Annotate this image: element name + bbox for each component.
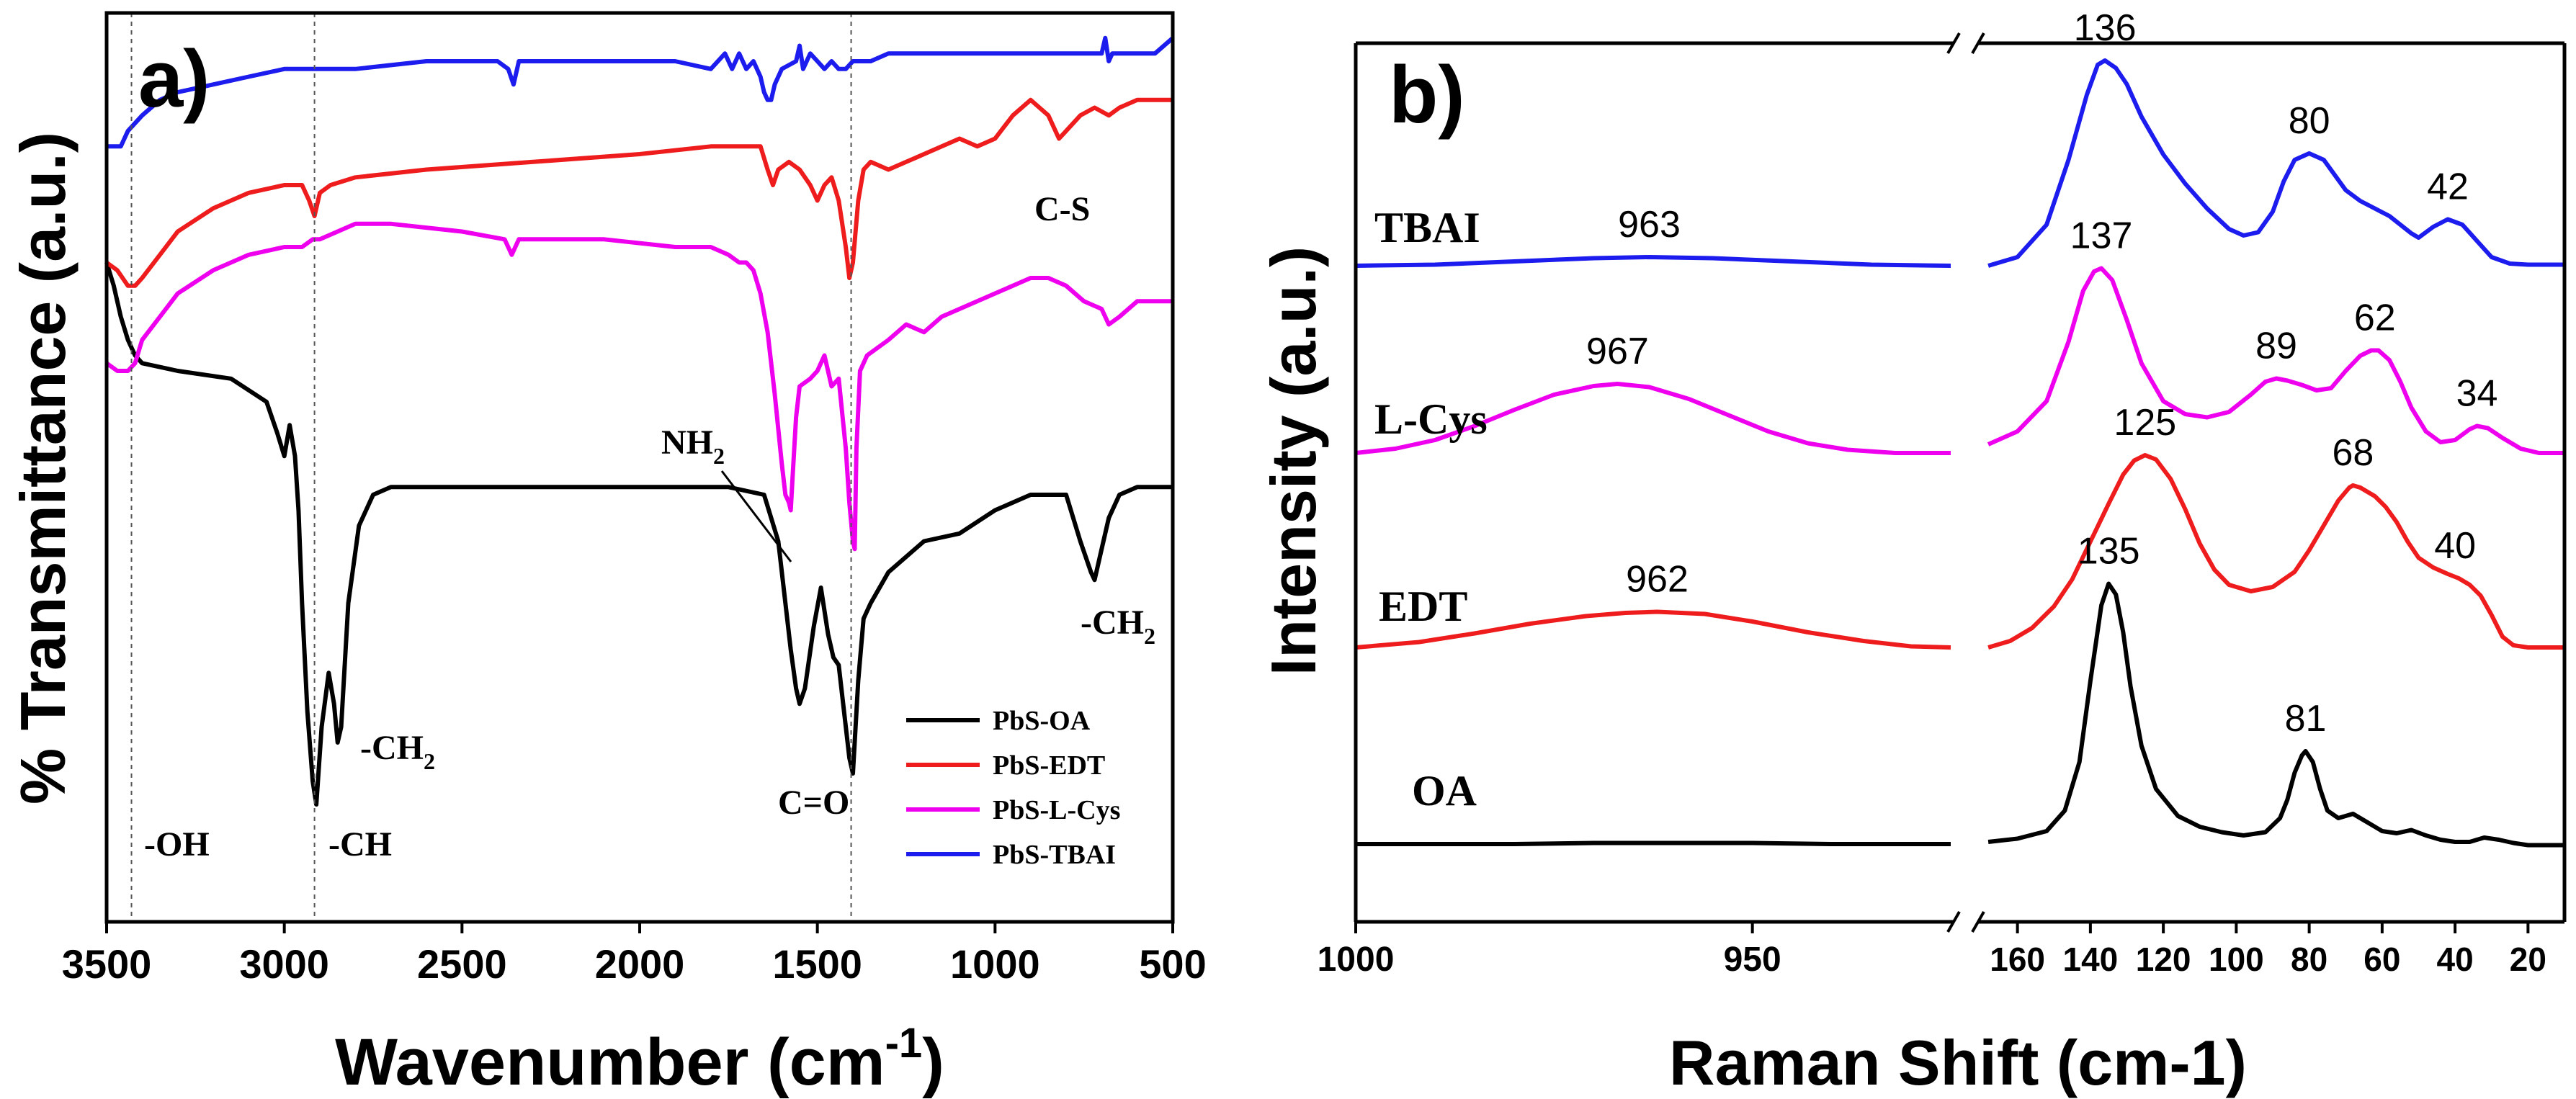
raman-line-tbai-right — [1987, 58, 2564, 268]
raman-line-oa-left — [1356, 840, 1951, 846]
raman-x-tick-label-140: 140 — [2063, 941, 2119, 978]
raman-x-tick-label-100: 100 — [2209, 941, 2264, 978]
annot-cs: C-S — [1034, 190, 1090, 228]
ftir-x-tick-label-2000: 2000 — [595, 941, 685, 987]
raman-axis-break-mark — [1946, 911, 1961, 933]
raman-peak-label-tbai-963: 963 — [1618, 204, 1681, 246]
raman-line-l-cys-left — [1355, 382, 1951, 455]
ftir-x-axis-label: Wavenumber (cm-1) — [335, 1020, 944, 1099]
raman-x-tick-label-950: 950 — [1724, 941, 1781, 979]
raman-series-label-lcys: L-Cys — [1374, 395, 1488, 443]
raman-peak-label-l-cys-967: 967 — [1586, 331, 1649, 372]
raman-x-tick-label-120: 120 — [2136, 941, 2191, 978]
legend-label-edt: PbS-EDT — [993, 750, 1105, 781]
raman-peak-label-edt-962: 962 — [1626, 559, 1689, 601]
raman-x-tick-label-80: 80 — [2291, 941, 2327, 978]
annot-oh: -OH — [144, 825, 210, 864]
raman-peak-label-l-cys-62: 62 — [2354, 297, 2396, 339]
ftir-x-tick-label-3000: 3000 — [239, 941, 329, 987]
raman-peak-label-oa-81: 81 — [2285, 698, 2327, 740]
ftir-line-pbs-oa — [104, 261, 1173, 807]
legend-label-tbai: PbS-TBAI — [993, 840, 1116, 870]
ftir-line-pbs-tbai — [107, 35, 1174, 149]
ftir-line-pbs-edt — [105, 97, 1173, 288]
raman-peak-label-tbai-80: 80 — [2289, 100, 2330, 142]
raman-peak-label-tbai-136: 136 — [2074, 7, 2137, 49]
ftir-plot-frame — [104, 11, 1175, 924]
raman-x-tick-label-1000: 1000 — [1318, 941, 1395, 979]
annot-co: C=O — [778, 784, 849, 822]
raman-peak-label-l-cys-137: 137 — [2070, 215, 2133, 257]
raman-line-edt-left — [1355, 609, 1951, 650]
ftir-panel: 3500 3000 2500 2000 1500 1000 500 a) -OH -CH -… — [7, 11, 1207, 1099]
ftir-line-pbs-l-cys — [105, 221, 1173, 552]
raman-axis-break-mark — [1946, 32, 1961, 54]
raman-peak-label-l-cys-89: 89 — [2255, 326, 2297, 367]
raman-y-axis-label: Intensity (a.u.) — [1258, 246, 1329, 676]
raman-peak-label-tbai-42: 42 — [2427, 166, 2469, 208]
ftir-x-ticks: 3500 3000 2500 2000 1500 1000 500 — [62, 922, 1207, 987]
raman-peak-label-l-cys-34: 34 — [2456, 373, 2498, 415]
raman-line-edt-right — [1987, 453, 2564, 650]
annot-ch2-high: -CH2 — [1081, 604, 1155, 649]
raman-series-label-oa: OA — [1412, 767, 1477, 815]
raman-plot-frame — [1354, 32, 2567, 933]
raman-peak-label-edt-40: 40 — [2434, 525, 2476, 567]
raman-line-tbai-left — [1355, 255, 1951, 268]
raman-panel: 1000 950 160 140 120 100 80 60 40 20 963136804296… — [1258, 7, 2567, 1098]
ftir-x-tick-label-2500: 2500 — [417, 941, 507, 987]
raman-x-axis-label: Raman Shift (cm-1) — [1669, 1027, 2247, 1098]
raman-line-l-cys-right — [1987, 266, 2564, 455]
raman-x-tick-label-60: 60 — [2363, 941, 2400, 978]
raman-peak-label-edt-68: 68 — [2332, 432, 2374, 474]
raman-series-group — [1355, 58, 2564, 848]
legend-label-oa: PbS-OA — [993, 706, 1091, 736]
ftir-x-tick-label-1500: 1500 — [772, 941, 862, 987]
raman-panel-label: b) — [1389, 50, 1465, 140]
raman-axis-break-mark — [1971, 911, 1985, 933]
ftir-series-group — [104, 35, 1174, 807]
ftir-x-tick-label-500: 500 — [1139, 941, 1206, 987]
ftir-reference-lines — [130, 13, 852, 922]
raman-x-ticks: 1000 950 160 140 120 100 80 60 40 20 — [1318, 922, 2546, 979]
annot-ch: -CH — [328, 825, 392, 864]
annot-nh2: NH2 — [661, 423, 725, 469]
raman-x-tick-label-40: 40 — [2437, 941, 2474, 978]
raman-series-label-edt: EDT — [1379, 583, 1467, 630]
raman-x-tick-label-160: 160 — [1990, 941, 2045, 978]
raman-series-label-tbai: TBAI — [1374, 204, 1480, 251]
raman-peak-label-edt-125: 125 — [2114, 402, 2176, 444]
ftir-y-axis-label: % Transmittance (a.u.) — [7, 132, 79, 804]
annot-nh2-pointer — [720, 470, 792, 562]
raman-x-tick-label-20: 20 — [2510, 941, 2546, 978]
annot-ch2-low: -CH2 — [360, 729, 435, 774]
raman-peak-labels: 963 136 80 42 967 137 89 62 34 962 125 68 40 135 81 — [1586, 7, 2497, 740]
raman-line-oa-right — [1987, 581, 2564, 848]
ftir-x-tick-label-1000: 1000 — [950, 941, 1040, 987]
ftir-legend: PbS-OA PbS-EDT PbS-L-Cys PbS-TBAI — [906, 706, 1120, 870]
legend-label-lcys: PbS-L-Cys — [993, 795, 1120, 825]
raman-axis-break-mark — [1971, 32, 1985, 54]
ftir-x-tick-label-3500: 3500 — [62, 941, 152, 987]
raman-peak-label-oa-135: 135 — [2078, 531, 2140, 573]
ftir-panel-label: a) — [138, 34, 210, 124]
